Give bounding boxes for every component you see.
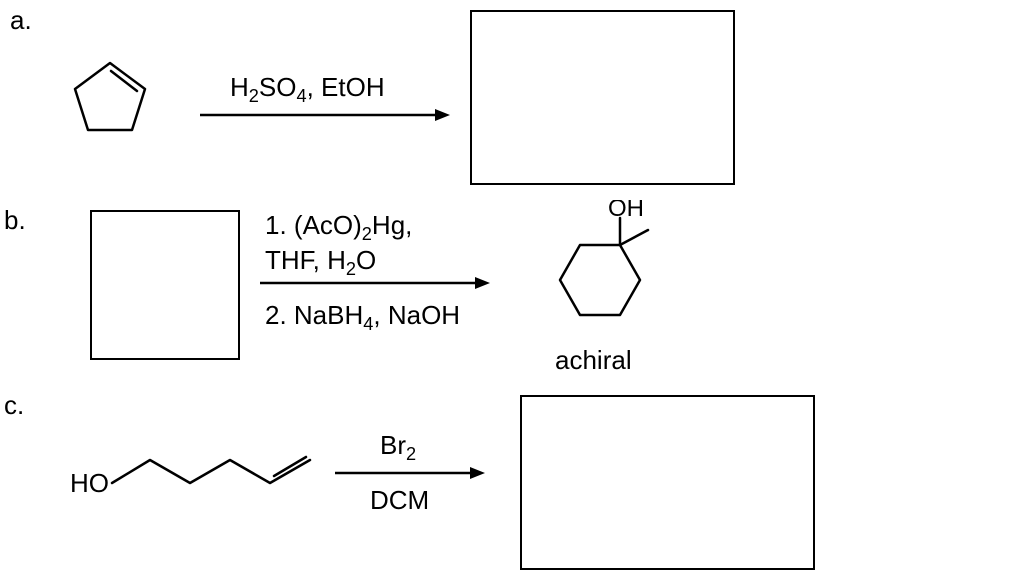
reagent-c-br2: Br2 [380,430,416,460]
oh-label: OH [608,200,644,222]
arrow-a [200,105,450,125]
arrow-c [335,463,485,483]
label-b: b. [4,205,26,236]
label-c: c. [4,390,24,421]
reagent-b2-text: 2. NaBH4, NaOH [265,300,460,330]
reagent-b2: 2. NaBH4, NaOH [265,300,460,335]
reagent-a: H2SO4, EtOH [230,72,385,107]
answer-box-a[interactable] [470,10,735,185]
pentenol-structure: HO [70,435,330,515]
ho-label: HO [70,468,109,498]
answer-box-c[interactable] [520,395,815,570]
achiral-label: achiral [555,345,632,376]
answer-box-b[interactable] [90,210,240,360]
label-a: a. [10,5,32,36]
reagent-b1: 1. (AcO)2Hg, THF, H2O [265,210,412,280]
reagent-b1-line1: 1. (AcO)2Hg, [265,210,412,240]
cyclopentene-structure [65,55,155,150]
arrow-b [260,273,490,293]
reagent-c-bottom: DCM [370,485,429,516]
reagent-c-top: Br2 [380,430,416,465]
methylcyclohexanol-structure: OH [520,200,680,350]
reagent-b1-line2: THF, H2O [265,245,376,275]
reagent-a-text: H2SO4, EtOH [230,72,385,102]
